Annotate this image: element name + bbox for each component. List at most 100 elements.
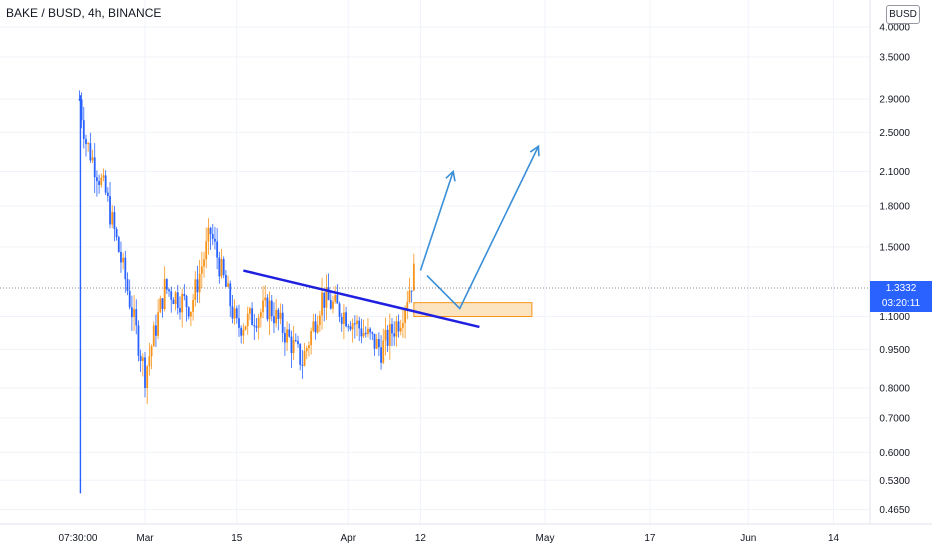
candle-body xyxy=(185,296,188,308)
chart-title: BAKE / BUSD, 4h, BINANCE xyxy=(6,6,162,20)
candle-body xyxy=(130,307,133,318)
candle-body xyxy=(380,347,382,363)
candle-body xyxy=(181,293,184,313)
candle-body xyxy=(192,299,194,312)
candle-body xyxy=(264,297,267,301)
y-tick-label: 3.5000 xyxy=(879,52,910,63)
candle-body xyxy=(109,196,111,225)
candle-body xyxy=(249,308,251,314)
candle-body xyxy=(410,290,413,292)
candle-body xyxy=(176,292,179,308)
candle-body xyxy=(87,143,90,145)
candle-body xyxy=(336,294,339,304)
candle-body xyxy=(238,318,240,328)
time-axis[interactable]: 07:30:00 Mar 15 Apr 12 May 17 Jun 14 xyxy=(59,533,840,544)
candle-body xyxy=(120,251,122,263)
chart-drawings[interactable] xyxy=(243,144,540,329)
candle-body xyxy=(207,227,210,242)
trendline[interactable] xyxy=(243,269,480,329)
candle-body xyxy=(375,339,378,349)
candle-body xyxy=(113,212,116,229)
candle-body xyxy=(362,332,365,337)
candle-body xyxy=(259,312,262,318)
candle-body xyxy=(412,263,415,291)
x-tick-label: Jun xyxy=(740,533,756,544)
candle-body xyxy=(349,326,352,330)
candle-body xyxy=(297,340,299,344)
y-tick-label: 0.4650 xyxy=(879,505,910,516)
y-tick-label: 1.1000 xyxy=(879,312,910,323)
x-tick-label: 14 xyxy=(828,533,840,544)
candle-body xyxy=(308,345,310,349)
candle-body xyxy=(233,308,236,319)
candle-body xyxy=(338,303,341,317)
candle-body xyxy=(111,212,114,225)
candle-body xyxy=(85,139,87,144)
candle-body xyxy=(96,177,98,182)
candle-body xyxy=(402,323,404,328)
candle-body xyxy=(214,238,216,242)
candle-body xyxy=(262,300,264,313)
candle-body xyxy=(115,228,118,238)
currency-button[interactable]: BUSD xyxy=(886,5,920,24)
candle-body xyxy=(393,333,396,337)
candle-body xyxy=(292,340,295,354)
candle-body xyxy=(190,311,192,317)
candle-body xyxy=(340,316,343,324)
candle-body xyxy=(102,175,105,178)
price-axis[interactable]: 0.4650 0.5300 0.6000 0.7000 0.8000 0.9500 1.10… xyxy=(879,22,910,516)
candle-body xyxy=(360,328,363,337)
projection-arrow[interactable] xyxy=(419,171,454,271)
candle-body xyxy=(253,324,256,327)
candle-body xyxy=(200,266,203,274)
x-tick-label: 15 xyxy=(231,533,243,544)
candle-body xyxy=(332,301,334,309)
candle-body xyxy=(312,321,315,331)
y-tick-label: 0.5300 xyxy=(879,476,910,487)
y-tick-label: 4.0000 xyxy=(879,22,910,33)
candle-body xyxy=(358,320,361,329)
candle-body xyxy=(179,307,181,313)
candle-body xyxy=(91,157,94,161)
candle-body xyxy=(377,339,380,348)
candle-body xyxy=(183,293,186,297)
candle-body xyxy=(159,298,162,313)
candle-body xyxy=(100,177,103,185)
x-tick-label: 17 xyxy=(644,533,656,544)
candle-body xyxy=(299,343,302,365)
y-tick-label: 2.9000 xyxy=(879,95,910,106)
candle-body xyxy=(152,325,155,347)
candle-body xyxy=(209,227,212,235)
projection-arrow[interactable] xyxy=(426,145,540,310)
candle-body xyxy=(89,143,92,161)
candle-body xyxy=(80,99,83,121)
candle-body xyxy=(316,325,319,333)
candle-body xyxy=(174,292,177,305)
candle-body xyxy=(369,328,372,333)
candle-body xyxy=(211,234,214,239)
candle-body xyxy=(275,309,278,324)
candle-body xyxy=(277,309,280,319)
candle-body xyxy=(384,329,387,341)
candle-body xyxy=(351,323,354,330)
candle-body xyxy=(104,175,107,193)
candle-body xyxy=(251,308,254,325)
candle-body xyxy=(117,237,120,252)
support-zone[interactable] xyxy=(413,302,533,317)
candle-body xyxy=(170,291,173,300)
candle-body xyxy=(364,332,367,335)
candle-body xyxy=(294,340,297,342)
candle-body xyxy=(371,332,374,334)
candle-body xyxy=(266,297,269,320)
candle-body xyxy=(395,321,398,337)
candle-body xyxy=(283,332,286,343)
candle-body xyxy=(205,241,208,260)
y-tick-label: 1.5000 xyxy=(879,242,910,253)
candle-body xyxy=(303,351,306,366)
candle-body xyxy=(229,283,232,307)
candle-body xyxy=(106,192,109,197)
y-tick-label: 0.8000 xyxy=(879,383,910,394)
candle-body xyxy=(135,309,138,326)
candle-body xyxy=(224,274,227,287)
